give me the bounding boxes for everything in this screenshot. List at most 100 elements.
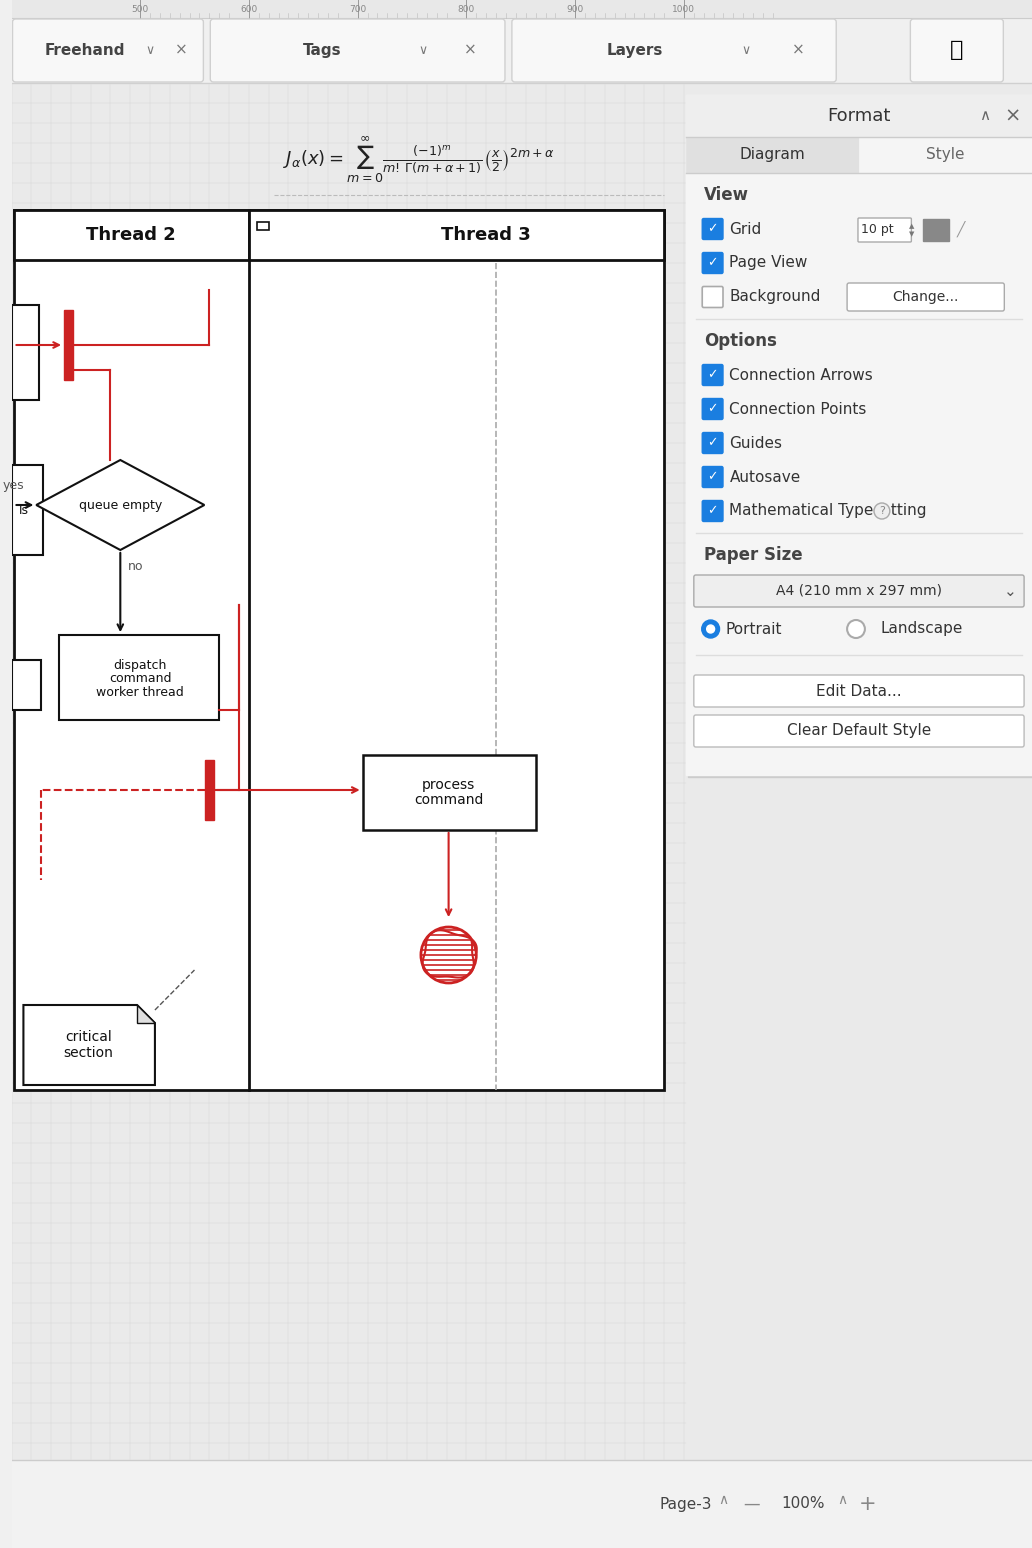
FancyBboxPatch shape (910, 19, 1003, 82)
Text: Page View: Page View (730, 255, 808, 271)
Text: section: section (64, 1046, 114, 1060)
Text: Autosave: Autosave (730, 469, 801, 485)
Text: Clear Default Style: Clear Default Style (786, 723, 931, 738)
FancyBboxPatch shape (702, 286, 723, 308)
Text: Format: Format (828, 107, 891, 125)
Text: ?: ? (879, 506, 884, 515)
Bar (11, 305, 39, 399)
Text: ✓: ✓ (707, 223, 718, 235)
Text: A4 (210 mm x 297 mm): A4 (210 mm x 297 mm) (776, 584, 942, 598)
Text: Connection Arrows: Connection Arrows (730, 367, 873, 382)
FancyBboxPatch shape (694, 574, 1024, 607)
Text: 800: 800 (458, 5, 475, 14)
Text: yes: yes (3, 478, 25, 492)
Text: dispatch: dispatch (114, 658, 167, 672)
Text: ∨: ∨ (418, 43, 427, 57)
Text: Layers: Layers (607, 43, 664, 57)
FancyBboxPatch shape (694, 675, 1024, 707)
Bar (11, 464, 43, 556)
Text: 10 pt: 10 pt (862, 223, 894, 235)
Text: Page-3: Page-3 (659, 1497, 712, 1511)
Text: worker thread: worker thread (96, 686, 184, 700)
Text: queue empty: queue empty (78, 498, 162, 511)
FancyBboxPatch shape (702, 398, 723, 420)
Bar (249, 211, 665, 260)
Bar (11, 19, 1032, 84)
Text: —: — (743, 1495, 760, 1512)
Bar (924, 218, 949, 241)
FancyBboxPatch shape (847, 283, 1004, 311)
Bar (13, 211, 665, 1090)
Bar (13, 211, 249, 260)
Bar (686, 94, 1032, 138)
Bar (11, 84, 1032, 1460)
Polygon shape (137, 1005, 155, 1023)
Text: ╱: ╱ (957, 221, 965, 237)
Text: Options: Options (704, 331, 777, 350)
Text: Diagram: Diagram (739, 147, 805, 163)
Bar (64, 310, 73, 379)
Text: Freehand: Freehand (44, 43, 125, 57)
Polygon shape (36, 460, 204, 550)
Bar (859, 138, 1032, 173)
Text: ×: × (1004, 107, 1021, 125)
Text: Paper Size: Paper Size (704, 546, 802, 563)
Text: process: process (422, 779, 475, 793)
Text: command: command (108, 672, 171, 686)
FancyBboxPatch shape (858, 218, 911, 241)
Text: 500: 500 (131, 5, 149, 14)
Circle shape (702, 621, 719, 638)
Bar (205, 760, 215, 820)
Text: 100%: 100% (781, 1497, 825, 1511)
Bar (686, 94, 1032, 776)
Text: Grid: Grid (730, 221, 762, 237)
FancyBboxPatch shape (211, 19, 505, 82)
Text: command: command (414, 793, 483, 807)
Bar (11, 659, 41, 711)
Text: Tags: Tags (302, 43, 342, 57)
Bar (257, 221, 268, 231)
FancyBboxPatch shape (702, 364, 723, 385)
FancyBboxPatch shape (12, 19, 203, 82)
Circle shape (707, 625, 714, 633)
Text: ×: × (174, 42, 188, 57)
Bar (688, 98, 1032, 777)
FancyBboxPatch shape (512, 19, 836, 82)
Text: ×: × (792, 42, 804, 57)
Text: View: View (704, 186, 748, 204)
FancyBboxPatch shape (702, 500, 723, 522)
Text: Background: Background (730, 289, 820, 305)
Circle shape (874, 503, 890, 519)
Text: no: no (128, 559, 143, 573)
Text: ×: × (464, 42, 477, 57)
Text: ls: ls (19, 503, 29, 517)
Text: +: + (859, 1494, 876, 1514)
Text: ✓: ✓ (707, 437, 718, 449)
Text: ▼: ▼ (909, 231, 914, 237)
Text: Landscape: Landscape (880, 621, 963, 636)
Bar (362, 755, 536, 830)
Text: ✓: ✓ (707, 505, 718, 517)
Bar (11, 1460, 1032, 1548)
Text: ✓: ✓ (707, 257, 718, 269)
FancyBboxPatch shape (702, 218, 723, 240)
Text: 700: 700 (349, 5, 366, 14)
Bar (59, 635, 219, 720)
Text: Change...: Change... (892, 289, 959, 303)
Text: 900: 900 (567, 5, 584, 14)
Circle shape (847, 621, 865, 638)
Text: ∨: ∨ (146, 43, 155, 57)
FancyBboxPatch shape (694, 715, 1024, 748)
Text: ∧: ∧ (718, 1492, 729, 1508)
Bar (686, 138, 859, 173)
Text: Mathematical Typesetting: Mathematical Typesetting (730, 503, 927, 519)
Text: ▲: ▲ (909, 223, 914, 229)
Text: ✓: ✓ (707, 402, 718, 415)
Text: ∧: ∧ (979, 108, 990, 124)
Text: ⌄: ⌄ (1004, 584, 1017, 599)
Text: Thread 3: Thread 3 (442, 226, 531, 245)
Text: critical: critical (65, 1029, 112, 1043)
Text: Portrait: Portrait (725, 621, 782, 636)
Text: ✓: ✓ (707, 471, 718, 483)
Bar (11, 0, 1032, 19)
